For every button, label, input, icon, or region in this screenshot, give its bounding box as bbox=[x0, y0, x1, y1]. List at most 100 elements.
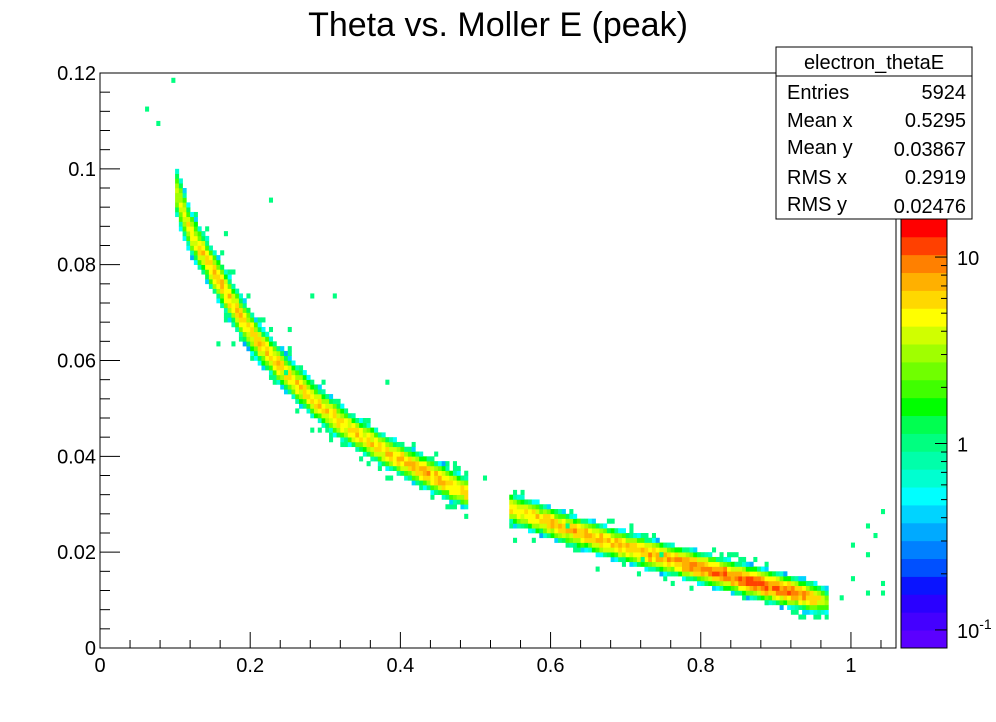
histogram-bin bbox=[452, 485, 457, 491]
histogram-bin bbox=[655, 537, 660, 543]
histogram-bin bbox=[531, 537, 536, 543]
histogram-bin bbox=[817, 595, 822, 601]
histogram-bin bbox=[445, 461, 450, 467]
histogram-bin bbox=[178, 207, 183, 213]
histogram-bin bbox=[340, 437, 345, 443]
histogram-bin bbox=[760, 576, 765, 582]
histogram-bin bbox=[513, 504, 518, 510]
histogram-bin bbox=[235, 288, 240, 294]
histogram-bin bbox=[783, 571, 788, 577]
x-tick-label: 0.8 bbox=[687, 655, 715, 677]
histogram-bin bbox=[742, 580, 747, 587]
histogram-bin-outlier bbox=[839, 595, 844, 601]
histogram-bin bbox=[636, 542, 641, 548]
histogram-bin bbox=[753, 590, 758, 596]
histogram-bin bbox=[813, 604, 818, 610]
histogram-bin bbox=[385, 465, 390, 472]
histogram-bin bbox=[700, 556, 705, 563]
histogram-bin bbox=[193, 250, 198, 256]
histogram-bin bbox=[355, 446, 360, 452]
histogram-bin bbox=[625, 537, 630, 543]
histogram-bin bbox=[291, 374, 296, 380]
histogram-bin bbox=[242, 317, 247, 323]
histogram-bin bbox=[449, 475, 454, 481]
histogram-bin bbox=[422, 475, 427, 481]
histogram-bin bbox=[434, 470, 439, 476]
histogram-bin bbox=[422, 485, 427, 491]
histogram-bin bbox=[610, 542, 615, 548]
histogram-bin bbox=[727, 571, 732, 577]
histogram-bin bbox=[599, 537, 604, 543]
histogram-bin bbox=[670, 547, 675, 553]
histogram-bin bbox=[321, 418, 326, 424]
histogram-bin bbox=[539, 523, 544, 529]
histogram-bin-outlier bbox=[310, 427, 315, 433]
histogram-bin bbox=[344, 422, 349, 428]
histogram-bin bbox=[723, 585, 728, 591]
histogram-bin bbox=[809, 609, 814, 615]
histogram-bin bbox=[445, 494, 450, 500]
histogram-bin bbox=[659, 542, 664, 548]
histogram-bin bbox=[344, 437, 349, 443]
histogram-bin bbox=[648, 547, 653, 553]
histogram-bin bbox=[528, 523, 533, 529]
histogram-bin bbox=[283, 355, 289, 361]
histogram-bin bbox=[332, 418, 337, 424]
histogram-bin bbox=[817, 614, 822, 620]
histogram-bin bbox=[223, 293, 228, 299]
histogram-bin bbox=[749, 595, 754, 601]
histogram-bin bbox=[798, 590, 803, 596]
histogram-bin bbox=[253, 331, 258, 337]
histogram-bin bbox=[430, 485, 435, 491]
histogram-bin bbox=[640, 537, 645, 543]
histogram-bin bbox=[299, 370, 304, 376]
histogram-bin bbox=[723, 580, 728, 587]
histogram-bin bbox=[561, 533, 566, 539]
histogram-bin bbox=[681, 571, 687, 577]
histogram-bin-outlier bbox=[310, 293, 315, 299]
y-tick-label: 0.08 bbox=[57, 255, 96, 277]
histogram-bin bbox=[366, 427, 371, 433]
histogram-bin bbox=[452, 470, 457, 476]
histogram-bin bbox=[392, 461, 397, 467]
histogram-bin bbox=[178, 226, 183, 232]
histogram-bin bbox=[678, 556, 683, 563]
histogram-bin bbox=[396, 451, 401, 457]
histogram-bin bbox=[580, 542, 585, 548]
histogram-bin bbox=[543, 533, 548, 539]
histogram-bin bbox=[287, 370, 292, 376]
histogram-bin bbox=[250, 326, 255, 333]
histogram-bin bbox=[764, 576, 769, 582]
histogram-bin bbox=[268, 341, 274, 347]
histogram-bin bbox=[197, 250, 202, 256]
histogram-bin bbox=[389, 475, 394, 481]
histogram-bin bbox=[238, 312, 243, 318]
histogram-bin bbox=[242, 298, 247, 304]
histogram-bin-outlier bbox=[850, 576, 855, 582]
histogram-bin bbox=[787, 604, 792, 610]
histogram-bin bbox=[520, 509, 525, 515]
histogram-bin bbox=[531, 518, 536, 524]
histogram-bin bbox=[633, 556, 638, 563]
histogram-bin-outlier bbox=[565, 523, 570, 529]
histogram-bin bbox=[283, 389, 289, 395]
palette-swatch bbox=[901, 415, 947, 434]
histogram-bin bbox=[569, 528, 574, 534]
histogram-bin bbox=[554, 533, 559, 539]
histogram-bin bbox=[175, 188, 180, 194]
histogram-bin bbox=[802, 600, 807, 606]
histogram-bin bbox=[332, 413, 337, 419]
histogram-bin bbox=[227, 274, 232, 280]
histogram-bin bbox=[235, 298, 240, 304]
histogram-bin bbox=[693, 571, 698, 577]
histogram-bin bbox=[426, 461, 431, 467]
histogram-bin bbox=[580, 523, 585, 529]
histogram-bin bbox=[772, 580, 777, 587]
histogram-bin bbox=[606, 528, 611, 534]
histogram-bin bbox=[655, 542, 660, 548]
histogram-bin bbox=[595, 528, 600, 534]
histogram-bin bbox=[370, 441, 375, 448]
histogram-bin bbox=[231, 298, 236, 304]
histogram-bin bbox=[794, 590, 799, 596]
histogram-bin bbox=[197, 240, 202, 246]
